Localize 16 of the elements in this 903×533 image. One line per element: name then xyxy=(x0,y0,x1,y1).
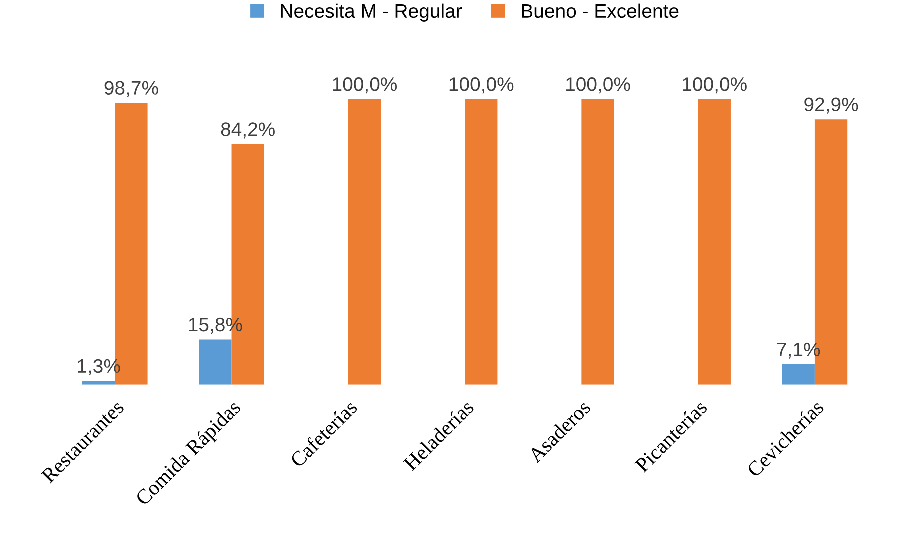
bar xyxy=(82,381,116,385)
bar xyxy=(348,99,382,385)
bar xyxy=(782,364,815,385)
data-label: 92,9% xyxy=(804,98,858,114)
bar xyxy=(465,99,498,385)
legend-label: Bueno - Excelente xyxy=(522,4,679,18)
data-label: 100,0% xyxy=(450,78,514,94)
legend-label: Necesita M - Regular xyxy=(281,4,462,22)
bar xyxy=(698,99,731,385)
data-label: 100,0% xyxy=(566,78,630,94)
data-label: 98,7% xyxy=(104,81,158,98)
bar xyxy=(199,340,232,385)
data-label: 100,0% xyxy=(333,78,398,94)
data-label: 84,2% xyxy=(221,122,275,139)
bar xyxy=(582,99,614,385)
data-label: 100,0% xyxy=(683,78,747,94)
